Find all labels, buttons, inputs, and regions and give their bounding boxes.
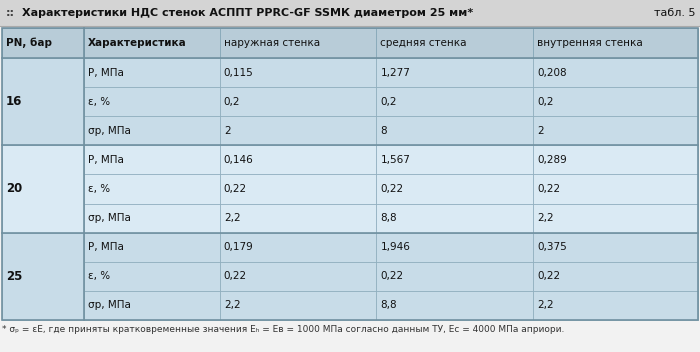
Bar — [2, 28, 698, 320]
Bar — [2, 58, 84, 145]
Bar — [2, 233, 84, 320]
Text: PN, бар: PN, бар — [6, 38, 52, 48]
Text: 25: 25 — [6, 270, 22, 283]
Bar — [533, 87, 698, 116]
Text: 2: 2 — [537, 126, 544, 136]
Text: σp, МПа: σp, МПа — [88, 213, 131, 223]
Bar — [533, 58, 698, 87]
Text: 0,208: 0,208 — [537, 68, 567, 77]
Text: 2,2: 2,2 — [224, 301, 241, 310]
Text: P, МПа: P, МПа — [88, 242, 124, 252]
Text: ε, %: ε, % — [88, 184, 111, 194]
Bar — [84, 291, 220, 320]
Text: 20: 20 — [6, 182, 22, 195]
Bar — [84, 203, 220, 233]
Text: Характеристика: Характеристика — [88, 38, 187, 48]
Bar — [377, 203, 533, 233]
Bar — [377, 233, 533, 262]
Bar — [220, 175, 377, 203]
Text: 0,179: 0,179 — [224, 242, 253, 252]
Text: ::: :: — [6, 8, 15, 18]
Bar — [533, 175, 698, 203]
Bar — [84, 233, 220, 262]
Text: σp, МПа: σp, МПа — [88, 301, 131, 310]
Bar — [377, 262, 533, 291]
Bar — [0, 0, 700, 26]
Text: 2,2: 2,2 — [537, 301, 554, 310]
Text: 8,8: 8,8 — [380, 213, 397, 223]
Text: 0,2: 0,2 — [380, 97, 397, 107]
Text: 0,289: 0,289 — [537, 155, 567, 165]
Text: 2: 2 — [224, 126, 230, 136]
Bar — [220, 145, 377, 175]
Bar — [220, 203, 377, 233]
Text: табл. 5: табл. 5 — [654, 8, 696, 18]
Bar — [220, 291, 377, 320]
Bar — [533, 145, 698, 175]
Text: 0,375: 0,375 — [537, 242, 567, 252]
Text: 0,115: 0,115 — [224, 68, 253, 77]
Bar — [533, 262, 698, 291]
Bar — [377, 145, 533, 175]
Text: наружная стенка: наружная стенка — [224, 38, 320, 48]
Bar — [220, 233, 377, 262]
Bar — [377, 87, 533, 116]
Bar — [533, 233, 698, 262]
Bar — [377, 291, 533, 320]
Bar — [84, 87, 220, 116]
Text: * σₚ = εE, где приняты кратковременные значения Eₕ = Eв = 1000 МПа согласно данн: * σₚ = εE, где приняты кратковременные з… — [2, 325, 564, 334]
Bar — [84, 58, 220, 87]
Text: 0,22: 0,22 — [537, 271, 560, 281]
Bar — [2, 145, 84, 233]
Text: 0,22: 0,22 — [537, 184, 560, 194]
Bar — [377, 116, 533, 145]
Text: Характеристики НДС стенок АСППТ PPRC-GF SSMК диаметром 25 мм*: Характеристики НДС стенок АСППТ PPRC-GF … — [22, 8, 473, 18]
Bar — [533, 291, 698, 320]
Bar — [2, 28, 698, 58]
Bar — [533, 203, 698, 233]
Text: 0,22: 0,22 — [380, 271, 404, 281]
Bar — [220, 262, 377, 291]
Bar — [377, 175, 533, 203]
Text: 2,2: 2,2 — [224, 213, 241, 223]
Text: 8: 8 — [380, 126, 387, 136]
Text: σp, МПа: σp, МПа — [88, 126, 131, 136]
Bar — [84, 145, 220, 175]
Text: 0,2: 0,2 — [537, 97, 554, 107]
Text: P, МПа: P, МПа — [88, 68, 124, 77]
Bar — [533, 116, 698, 145]
Text: 16: 16 — [6, 95, 22, 108]
Text: внутренняя стенка: внутренняя стенка — [537, 38, 643, 48]
Text: 1,567: 1,567 — [380, 155, 410, 165]
Text: средняя стенка: средняя стенка — [380, 38, 467, 48]
Text: 1,277: 1,277 — [380, 68, 410, 77]
Text: P, МПа: P, МПа — [88, 155, 124, 165]
Text: 8,8: 8,8 — [380, 301, 397, 310]
Bar — [84, 175, 220, 203]
Text: 0,22: 0,22 — [224, 271, 247, 281]
Text: ε, %: ε, % — [88, 271, 111, 281]
Bar — [220, 58, 377, 87]
Text: 1,946: 1,946 — [380, 242, 410, 252]
Bar — [220, 116, 377, 145]
Text: 0,22: 0,22 — [224, 184, 247, 194]
Bar — [84, 262, 220, 291]
Text: 0,2: 0,2 — [224, 97, 240, 107]
Bar — [220, 87, 377, 116]
Text: ε, %: ε, % — [88, 97, 111, 107]
Text: 2,2: 2,2 — [537, 213, 554, 223]
Bar — [377, 58, 533, 87]
Bar — [84, 116, 220, 145]
Text: 0,146: 0,146 — [224, 155, 253, 165]
Text: 0,22: 0,22 — [380, 184, 404, 194]
